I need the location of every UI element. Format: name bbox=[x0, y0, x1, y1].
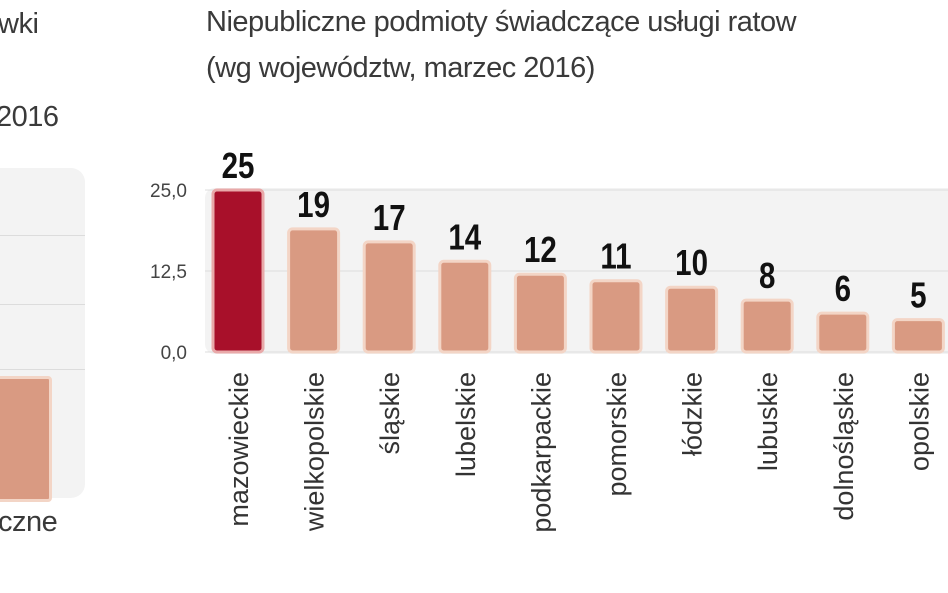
left-category-label: czne bbox=[0, 506, 58, 538]
y-tick-label: 12,5 bbox=[150, 262, 187, 283]
x-tick-label: opolskie bbox=[904, 372, 934, 471]
x-tick-label: śląskie bbox=[375, 372, 405, 455]
data-label: 8 bbox=[759, 255, 775, 295]
bar-mazowieckie bbox=[211, 188, 265, 354]
data-label: 17 bbox=[373, 197, 406, 237]
bar-dolnośląskie bbox=[816, 311, 870, 354]
y-tick-label: 25,0 bbox=[150, 181, 187, 202]
x-tick-label: lubuskie bbox=[753, 372, 783, 471]
left-title-line2: 2016 bbox=[0, 101, 59, 133]
data-label: 10 bbox=[675, 242, 708, 282]
bar-pomorskie bbox=[589, 279, 643, 354]
chart-title: Niepubliczne podmioty świadczące usługi … bbox=[206, 6, 797, 38]
bar-lubelskie bbox=[438, 259, 492, 354]
y-tick-label: 0,0 bbox=[161, 343, 187, 364]
chart-subtitle: (wg województw, marzec 2016) bbox=[206, 52, 595, 84]
x-tick-label: łódzkie bbox=[678, 372, 708, 456]
left-gridline bbox=[0, 369, 85, 370]
bar-wielkopolskie bbox=[287, 227, 341, 354]
data-label: 25 bbox=[222, 145, 255, 185]
bar-lubuskie bbox=[740, 298, 794, 354]
data-label: 6 bbox=[835, 268, 851, 308]
x-tick-label: mazowieckie bbox=[224, 372, 254, 527]
data-label: 11 bbox=[600, 236, 631, 276]
bar-opolskie bbox=[891, 318, 945, 354]
data-label: 19 bbox=[297, 184, 330, 224]
left-gridline bbox=[0, 235, 85, 236]
data-label: 12 bbox=[524, 229, 557, 269]
left-gridline bbox=[0, 304, 85, 305]
left-bar bbox=[0, 376, 52, 502]
bar-łódzkie bbox=[665, 285, 719, 354]
x-tick-label: wielkopolskie bbox=[300, 372, 330, 532]
bar-podkarpackie bbox=[513, 272, 567, 354]
x-tick-label: dolnośląskie bbox=[829, 372, 859, 521]
x-tick-label: lubelskie bbox=[451, 372, 481, 477]
x-tick-label: podkarpackie bbox=[526, 372, 556, 533]
left-title-line1: wki bbox=[0, 8, 39, 40]
data-label: 5 bbox=[910, 275, 926, 315]
x-tick-label: pomorskie bbox=[602, 372, 632, 497]
bar-śląskie bbox=[362, 240, 416, 354]
data-label: 14 bbox=[448, 216, 481, 256]
